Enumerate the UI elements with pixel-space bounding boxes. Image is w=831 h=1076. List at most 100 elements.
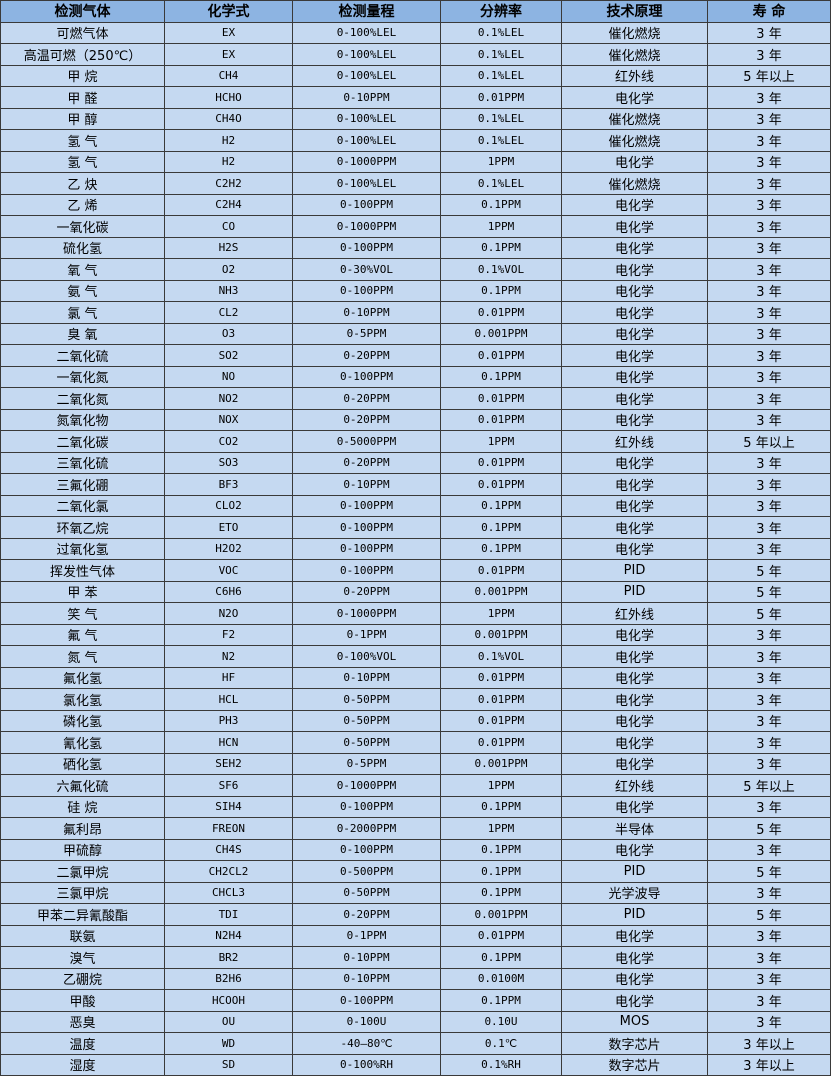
table-row: 甲 苯 C6H6 0-20PPM 0.001PPM PID 5 年 — [0, 580, 831, 603]
cell-formula: SD — [164, 1053, 293, 1076]
cell-resolution: 0.01PPM — [440, 86, 562, 109]
cell-gas-name: 氮氧化物 — [0, 408, 165, 431]
cell-gas-name: 硫化氢 — [0, 236, 165, 259]
cell-formula: PH3 — [164, 709, 293, 732]
cell-range: 0-100%LEL — [292, 64, 441, 87]
cell-lifespan: 3 年 — [707, 752, 831, 775]
cell-principle: PID — [561, 559, 708, 582]
cell-range: 0-100%LEL — [292, 129, 441, 152]
cell-principle: 电化学 — [561, 236, 708, 259]
cell-resolution: 0.1PPM — [440, 494, 562, 517]
table-row: 氮氧化物 NOX 0-20PPM 0.01PPM 电化学 3 年 — [0, 408, 831, 431]
cell-principle: 电化学 — [561, 731, 708, 754]
cell-lifespan: 3 年 — [707, 43, 831, 66]
cell-resolution: 0.1%LEL — [440, 172, 562, 195]
cell-formula: CH4S — [164, 838, 293, 861]
cell-range: 0-100%LEL — [292, 21, 441, 44]
cell-resolution: 0.1PPM — [440, 795, 562, 818]
cell-resolution: 0.001PPM — [440, 903, 562, 926]
cell-formula: C2H4 — [164, 193, 293, 216]
cell-principle: 电化学 — [561, 344, 708, 367]
header-lifespan: 寿 命 — [707, 0, 831, 23]
cell-gas-name: 三氟化硼 — [0, 473, 165, 496]
cell-lifespan: 3 年 — [707, 946, 831, 969]
cell-range: 0-2000PPM — [292, 817, 441, 840]
cell-formula: WD — [164, 1032, 293, 1055]
cell-lifespan: 3 年 — [707, 666, 831, 689]
cell-resolution: 0.1PPM — [440, 236, 562, 259]
cell-principle: 半导体 — [561, 817, 708, 840]
cell-lifespan: 3 年 — [707, 537, 831, 560]
cell-resolution: 0.001PPM — [440, 580, 562, 603]
cell-range: 0-100U — [292, 1010, 441, 1033]
cell-gas-name: 氟 气 — [0, 623, 165, 646]
table-row: 甲 醛 HCHO 0-10PPM 0.01PPM 电化学 3 年 — [0, 86, 831, 109]
table-row: 氰化氢 HCN 0-50PPM 0.01PPM 电化学 3 年 — [0, 731, 831, 754]
cell-resolution: 0.01PPM — [440, 408, 562, 431]
cell-lifespan: 3 年 — [707, 21, 831, 44]
cell-gas-name: 磷化氢 — [0, 709, 165, 732]
cell-lifespan: 3 年 — [707, 516, 831, 539]
cell-formula: C2H2 — [164, 172, 293, 195]
cell-range: -40—80℃ — [292, 1032, 441, 1055]
cell-gas-name: 挥发性气体 — [0, 559, 165, 582]
cell-lifespan: 5 年 — [707, 559, 831, 582]
cell-range: 0-100%RH — [292, 1053, 441, 1076]
cell-principle: 电化学 — [561, 709, 708, 732]
cell-gas-name: 湿度 — [0, 1053, 165, 1076]
cell-lifespan: 5 年 — [707, 860, 831, 883]
cell-formula: B2H6 — [164, 967, 293, 990]
cell-gas-name: 高温可燃（250℃） — [0, 43, 165, 66]
table-row: 甲苯二异氰酸酯 TDI 0-20PPM 0.001PPM PID 5 年 — [0, 903, 831, 926]
cell-formula: ETO — [164, 516, 293, 539]
cell-principle: 催化燃烧 — [561, 172, 708, 195]
cell-principle: 电化学 — [561, 752, 708, 775]
cell-principle: 数字芯片 — [561, 1053, 708, 1076]
table-row: 乙 炔 C2H2 0-100%LEL 0.1%LEL 催化燃烧 3 年 — [0, 172, 831, 195]
cell-principle: 电化学 — [561, 301, 708, 324]
cell-principle: 电化学 — [561, 516, 708, 539]
cell-gas-name: 臭 氧 — [0, 322, 165, 345]
cell-resolution: 0.001PPM — [440, 623, 562, 646]
cell-lifespan: 3 年 — [707, 494, 831, 517]
cell-lifespan: 3 年 — [707, 709, 831, 732]
cell-lifespan: 3 年 — [707, 107, 831, 130]
table-row: 二氧化碳 CO2 0-5000PPM 1PPM 红外线 5 年以上 — [0, 430, 831, 453]
table-row: 六氟化硫 SF6 0-1000PPM 1PPM 红外线 5 年以上 — [0, 774, 831, 797]
cell-resolution: 0.1%LEL — [440, 64, 562, 87]
cell-gas-name: 氟利昂 — [0, 817, 165, 840]
table-row: 三氧化硫 SO3 0-20PPM 0.01PPM 电化学 3 年 — [0, 451, 831, 474]
cell-gas-name: 氮 气 — [0, 645, 165, 668]
table-row: 氟利昂 FREON 0-2000PPM 1PPM 半导体 5 年 — [0, 817, 831, 840]
cell-lifespan: 3 年 — [707, 623, 831, 646]
table-row: 三氟化硼 BF3 0-10PPM 0.01PPM 电化学 3 年 — [0, 473, 831, 496]
cell-lifespan: 3 年 — [707, 258, 831, 281]
cell-range: 0-100PPM — [292, 193, 441, 216]
cell-formula: H2S — [164, 236, 293, 259]
cell-lifespan: 3 年 — [707, 322, 831, 345]
cell-formula: CLO2 — [164, 494, 293, 517]
cell-lifespan: 3 年 — [707, 279, 831, 302]
table-row: 溴气 BR2 0-10PPM 0.1PPM 电化学 3 年 — [0, 946, 831, 969]
cell-resolution: 0.01PPM — [440, 559, 562, 582]
table-row: 二氯甲烷 CH2CL2 0-500PPM 0.1PPM PID 5 年 — [0, 860, 831, 883]
cell-range: 0-100PPM — [292, 236, 441, 259]
cell-range: 0-100%LEL — [292, 107, 441, 130]
cell-resolution: 0.01PPM — [440, 473, 562, 496]
cell-formula: BF3 — [164, 473, 293, 496]
cell-resolution: 0.01PPM — [440, 344, 562, 367]
cell-formula: O2 — [164, 258, 293, 281]
cell-gas-name: 乙 炔 — [0, 172, 165, 195]
cell-resolution: 0.1PPM — [440, 516, 562, 539]
cell-resolution: 0.1PPM — [440, 860, 562, 883]
cell-resolution: 0.01PPM — [440, 666, 562, 689]
cell-lifespan: 3 年 — [707, 86, 831, 109]
table-row: 甲硫醇 CH4S 0-100PPM 0.1PPM 电化学 3 年 — [0, 838, 831, 861]
cell-gas-name: 硅 烷 — [0, 795, 165, 818]
cell-formula: CO2 — [164, 430, 293, 453]
cell-gas-name: 环氧乙烷 — [0, 516, 165, 539]
cell-formula: H2 — [164, 129, 293, 152]
cell-resolution: 0.1PPM — [440, 881, 562, 904]
cell-lifespan: 3 年 — [707, 795, 831, 818]
cell-gas-name: 溴气 — [0, 946, 165, 969]
